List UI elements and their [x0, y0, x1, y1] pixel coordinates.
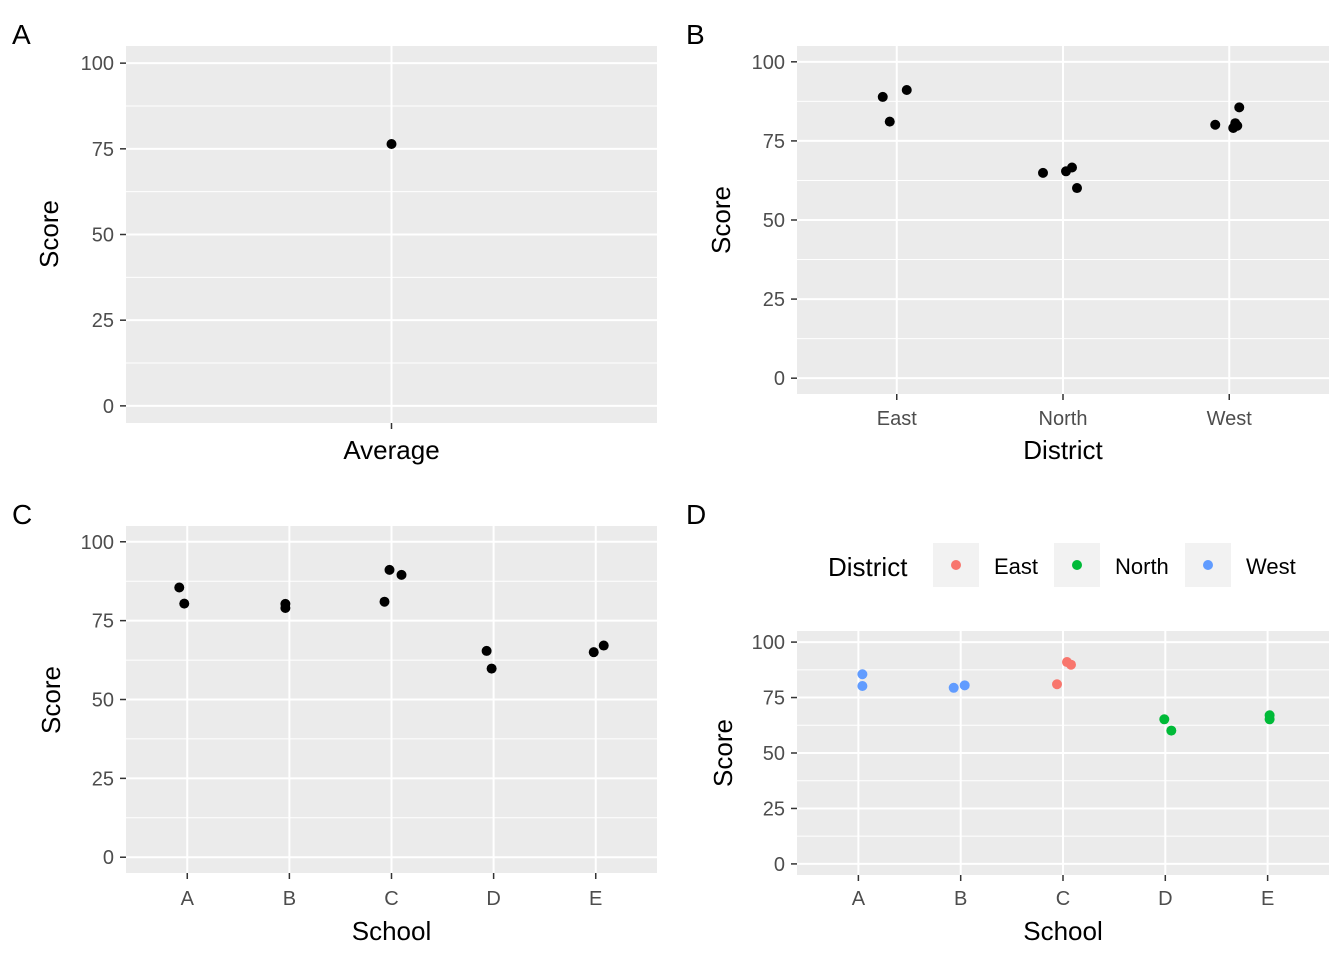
y-axis-title: Score — [706, 186, 736, 254]
y-axis-title: Score — [708, 719, 738, 787]
x-axis-title: School — [352, 916, 432, 946]
data-point — [481, 645, 492, 656]
y-tick-label: 75 — [763, 131, 785, 153]
y-tick-label: 75 — [92, 611, 114, 633]
data-point — [379, 596, 390, 607]
data-point — [1052, 679, 1062, 690]
x-tick-label: C — [384, 888, 398, 910]
y-tick-label: 25 — [763, 798, 785, 820]
data-point — [1159, 714, 1170, 725]
y-tick-label: 0 — [103, 396, 114, 418]
x-tick-label: North — [1039, 408, 1088, 430]
legend-swatch — [951, 560, 961, 570]
data-point — [1166, 725, 1177, 736]
panel-label: D — [686, 499, 706, 530]
y-tick-label: 25 — [92, 768, 114, 790]
data-point — [1066, 659, 1076, 670]
data-point — [857, 681, 868, 692]
data-point — [384, 564, 395, 575]
x-tick-label: A — [181, 888, 195, 910]
legend-label: East — [994, 554, 1038, 579]
y-tick-label: 100 — [752, 52, 785, 74]
x-tick-label: A — [852, 888, 866, 910]
data-point — [386, 139, 397, 150]
data-point — [588, 647, 599, 658]
data-point — [1067, 162, 1077, 173]
data-point — [877, 91, 888, 102]
x-tick-label: East — [877, 408, 917, 430]
data-point — [1230, 118, 1241, 129]
y-tick-label: 100 — [81, 53, 114, 75]
data-point — [179, 598, 190, 609]
data-point — [1234, 102, 1245, 113]
y-tick-label: 50 — [92, 225, 114, 247]
x-tick-label: B — [954, 888, 967, 910]
legend-label: West — [1246, 554, 1296, 579]
data-point — [857, 669, 868, 680]
y-tick-label: 0 — [103, 847, 114, 869]
x-axis-title: District — [1023, 435, 1103, 465]
panel-label: B — [686, 19, 705, 50]
legend: District East North West — [828, 543, 1296, 587]
x-axis-title: Average — [343, 435, 439, 465]
data-point — [396, 569, 407, 580]
x-tick-label: D — [486, 888, 500, 910]
data-point — [280, 603, 291, 614]
x-tick-label: E — [1261, 888, 1274, 910]
data-point — [884, 116, 895, 127]
data-point — [1264, 714, 1275, 725]
panel-D: D 0 25 50 75 100 A B C D E School Score District East N… — [686, 499, 1329, 946]
y-tick-label: 50 — [763, 210, 785, 232]
data-point — [174, 582, 185, 593]
legend-title: District — [828, 552, 908, 582]
legend-label: North — [1115, 554, 1169, 579]
y-tick-label: 25 — [92, 310, 114, 332]
y-axis-title: Score — [36, 666, 66, 734]
data-point — [1038, 167, 1048, 178]
data-point — [948, 682, 959, 693]
y-tick-label: 50 — [92, 690, 114, 712]
panel-B: B 0 25 50 75 100 East North West District Score — [686, 19, 1329, 465]
data-point — [1210, 119, 1221, 130]
y-tick-label: 0 — [774, 854, 785, 876]
y-tick-label: 50 — [763, 743, 785, 765]
data-point — [959, 680, 970, 691]
y-tick-label: 100 — [81, 532, 114, 554]
y-tick-label: 75 — [763, 688, 785, 710]
x-tick-label: C — [1056, 888, 1070, 910]
y-tick-label: 75 — [92, 139, 114, 161]
x-tick-label: E — [589, 888, 602, 910]
y-tick-label: 25 — [763, 289, 785, 311]
panel-A: A 0 25 50 75 100 Average Score — [12, 19, 657, 465]
panel-C: C 0 25 50 75 100 A B C D E School Score — [12, 499, 657, 946]
x-axis-title: School — [1023, 916, 1103, 946]
y-tick-label: 100 — [752, 632, 785, 654]
x-tick-label: D — [1158, 888, 1172, 910]
legend-swatch — [1203, 560, 1213, 570]
x-tick-label: West — [1207, 408, 1253, 430]
data-point — [486, 663, 497, 674]
y-tick-label: 0 — [774, 368, 785, 390]
data-point — [901, 84, 912, 95]
panel-label: C — [12, 499, 32, 530]
x-tick-label: B — [283, 888, 296, 910]
data-point — [1072, 183, 1082, 194]
legend-swatch — [1072, 560, 1082, 570]
panel-label: A — [12, 19, 31, 50]
y-axis-title: Score — [34, 200, 64, 268]
data-point — [598, 640, 609, 651]
